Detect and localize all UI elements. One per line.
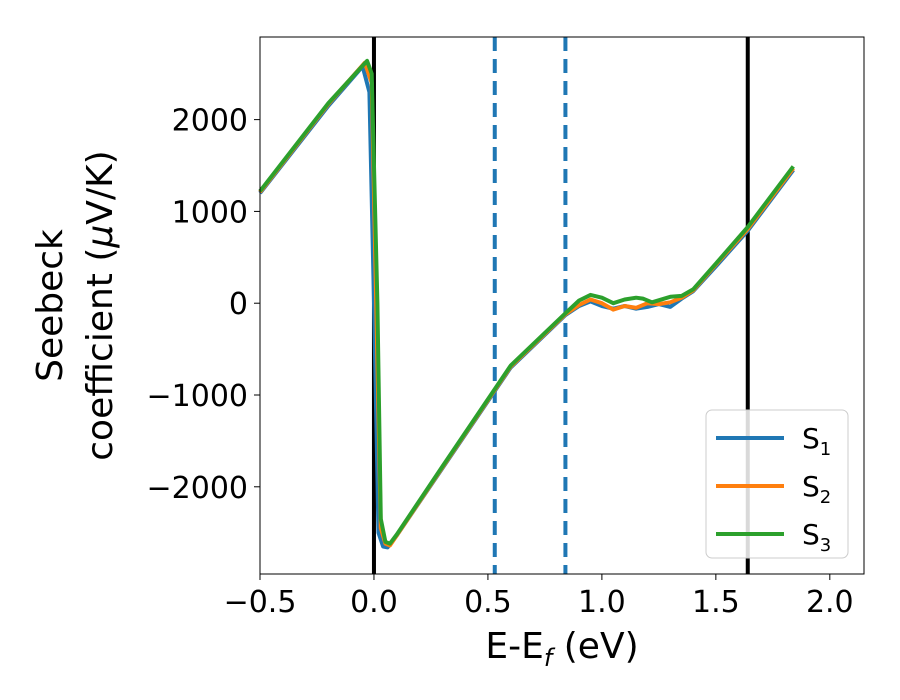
y-tick-label: −1000 <box>147 379 248 414</box>
plot-area-frame <box>259 36 865 575</box>
x-tick-label: 1.5 <box>692 585 740 620</box>
reference-lines <box>371 37 750 574</box>
y-tick-label: −2000 <box>147 471 248 506</box>
y-axis-ticks: 2000 1000 0 −1000 −2000 <box>147 104 260 506</box>
y-tick-label: 2000 <box>172 104 248 139</box>
x-tick-label: 2.0 <box>806 585 854 620</box>
y-tick-label: 0 <box>229 287 248 322</box>
legend: S1 S2 S3 <box>705 409 849 559</box>
x-tick-label: 0.5 <box>464 585 512 620</box>
x-axis-ticks: −0.5 0.0 0.5 1.0 1.5 2.0 <box>224 574 854 620</box>
x-tick-label: 0.0 <box>350 585 398 620</box>
x-axis-title: E-Ef (eV) <box>485 626 638 672</box>
x-tick-label: −0.5 <box>224 585 297 620</box>
y-axis-title-line1: Seebeck <box>30 229 71 382</box>
y-tick-label: 1000 <box>172 195 248 230</box>
legend-label-1: S1 <box>802 422 831 460</box>
series-lines <box>258 58 795 550</box>
legend-label-3: S3 <box>802 518 831 556</box>
x-tick-label: 1.0 <box>578 585 626 620</box>
y-axis-title: Seebeck coefficient (μV/K) <box>30 150 121 460</box>
legend-label-2: S2 <box>802 470 831 508</box>
y-axis-title-line2: coefficient (μV/K) <box>80 150 121 460</box>
series-line-3 <box>258 58 795 546</box>
